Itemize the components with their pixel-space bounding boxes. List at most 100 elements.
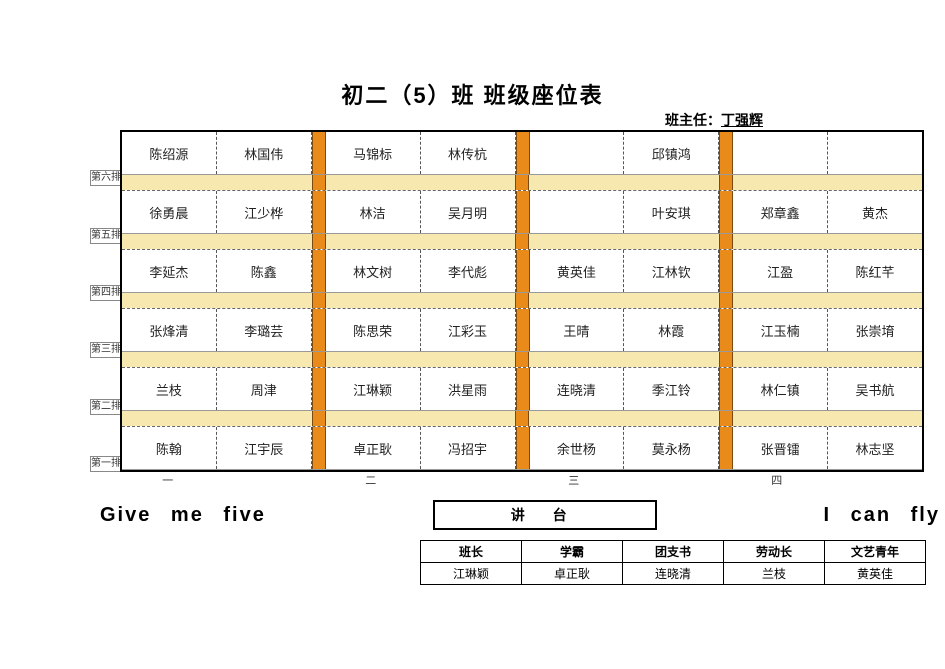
role-header: 班长: [421, 541, 522, 563]
seat-cell: 王晴: [530, 309, 625, 351]
seat-cell: 江宇辰: [217, 427, 312, 469]
aisle: [312, 368, 326, 410]
seat-cell: [733, 132, 828, 174]
seat-cell: 江少桦: [217, 191, 312, 233]
aisle: [515, 175, 529, 190]
seating-chart: 陈绍源林国伟马锦标林传杭 邱镇鸿徐勇晨江少桦林洁吴月明叶安琪郑章鑫黄杰李延杰陈鑫林…: [120, 130, 924, 472]
aisle: [515, 411, 529, 426]
aisle: [312, 132, 326, 174]
seat-cell: 江彩玉: [421, 309, 516, 351]
seat-cell: 郑章鑫: [733, 191, 828, 233]
seat-cell: 陈绍源: [122, 132, 217, 174]
row-label-3: 第三排: [90, 342, 122, 358]
aisle: [719, 191, 733, 233]
aisle: [312, 352, 326, 367]
seat-cell: 兰枝: [122, 368, 217, 410]
aisle: [312, 411, 326, 426]
role-header: 文艺青年: [825, 541, 926, 563]
aisle: [719, 234, 733, 249]
aisle: [516, 368, 530, 410]
gap-row: [122, 175, 922, 191]
aisle: [515, 293, 529, 308]
seat-cell: 张晋镭: [733, 427, 828, 469]
seat-cell: [828, 132, 922, 174]
seat-cell: 邱镇鸿: [624, 132, 719, 174]
aisle: [719, 175, 733, 190]
aisle: [719, 411, 733, 426]
seat-cell: 黄英佳: [530, 250, 625, 292]
seat-cell: 季江铃: [624, 368, 719, 410]
seat-cell: 林文树: [326, 250, 421, 292]
roles-table: 班长 学霸 团支书 劳动长 文艺青年 江琳颖 卓正耿 连晓清 兰枝 黄英佳: [420, 540, 926, 585]
aisle: [312, 191, 326, 233]
seat-cell: 连晓清: [530, 368, 625, 410]
teacher-name: 丁强辉: [721, 112, 763, 128]
aisle: [312, 234, 326, 249]
seat-cell: 余世杨: [530, 427, 625, 469]
seat-cell: 莫永杨: [624, 427, 719, 469]
group-2: 二: [323, 472, 419, 488]
seat-cell: 徐勇晨: [122, 191, 217, 233]
seat-row: 张烽清李璐芸陈思荣江彩玉王晴林霞江玉楠张崇堉: [122, 309, 922, 352]
row-label-2: 第二排: [90, 399, 122, 415]
gap-row: [122, 234, 922, 250]
aisle: [719, 250, 733, 292]
seat-cell: 林国伟: [217, 132, 312, 174]
row-label-1: 第一排: [90, 456, 122, 472]
seat-cell: 马锦标: [326, 132, 421, 174]
seat-cell: 林洁: [326, 191, 421, 233]
gap-row: [122, 352, 922, 368]
aisle: [312, 293, 326, 308]
seat-cell: 江林钦: [624, 250, 719, 292]
seat-cell: 林传杭: [421, 132, 516, 174]
role-header: 劳动长: [724, 541, 825, 563]
aisle: [516, 132, 530, 174]
roles-names-row: 江琳颖 卓正耿 连晓清 兰枝 黄英佳: [421, 563, 926, 585]
seat-cell: [530, 132, 625, 174]
seat-row: 陈翰江宇辰卓正耿冯招宇余世杨莫永杨张晋镭林志坚: [122, 427, 922, 470]
aisle: [312, 427, 326, 469]
aisle: [516, 191, 530, 233]
aisle: [719, 132, 733, 174]
seat-cell: 陈鑫: [217, 250, 312, 292]
page: 初二（5）班 班级座位表 班主任：丁强辉 第六排 第五排 第四排 第三排 第二排…: [0, 0, 945, 669]
seat-cell: 张烽清: [122, 309, 217, 351]
teacher-label: 班主任：: [665, 112, 721, 128]
row-label-5: 第五排: [90, 228, 122, 244]
seat-row: 徐勇晨江少桦林洁吴月明叶安琪郑章鑫黄杰: [122, 191, 922, 234]
role-name: 连晓清: [623, 563, 724, 585]
seat-cell: 陈翰: [122, 427, 217, 469]
slogan-left: Give me five: [100, 504, 266, 527]
seat-cell: 卓正耿: [326, 427, 421, 469]
aisle: [515, 234, 529, 249]
group-1: 一: [120, 472, 216, 488]
seat-row: 李延杰陈鑫林文树李代彪黄英佳江林钦江盈陈红芊: [122, 250, 922, 293]
role-name: 兰枝: [724, 563, 825, 585]
aisle: [312, 309, 326, 351]
slogan-right: I can fly: [824, 504, 940, 527]
group-3: 三: [526, 472, 622, 488]
aisle: [516, 250, 530, 292]
seat-cell: 江玉楠: [733, 309, 828, 351]
column-group-labels: 一 二 三 四: [120, 473, 920, 487]
seat-cell: 黄杰: [828, 191, 922, 233]
role-name: 黄英佳: [825, 563, 926, 585]
aisle: [516, 309, 530, 351]
seat-row: 兰枝周津江琳颖洪星雨连晓清季江铃林仁镇吴书航: [122, 368, 922, 411]
aisle: [719, 309, 733, 351]
aisle: [719, 427, 733, 469]
role-header: 学霸: [522, 541, 623, 563]
gap-row: [122, 411, 922, 427]
podium: 讲 台: [433, 500, 657, 530]
seat-cell: 李璐芸: [217, 309, 312, 351]
seat-cell: 吴书航: [828, 368, 922, 410]
seat-cell: 江盈: [733, 250, 828, 292]
footer: Give me five 讲 台 I can fly: [100, 500, 940, 530]
aisle: [719, 293, 733, 308]
role-header: 团支书: [623, 541, 724, 563]
seat-cell: 吴月明: [421, 191, 516, 233]
role-name: 卓正耿: [522, 563, 623, 585]
seat-cell: 江琳颖: [326, 368, 421, 410]
seat-cell: 冯招宇: [421, 427, 516, 469]
gap-row: [122, 293, 922, 309]
